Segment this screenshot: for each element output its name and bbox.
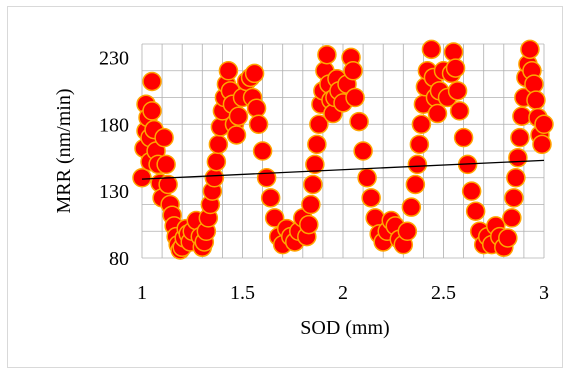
data-point xyxy=(156,154,176,175)
data-point xyxy=(502,208,522,228)
data-point xyxy=(244,63,265,84)
data-point xyxy=(228,106,249,126)
y-axis-title: MRR (nm/min) xyxy=(53,88,75,213)
data-point xyxy=(445,58,466,78)
trendline-layer xyxy=(141,159,545,180)
data-point xyxy=(246,98,267,118)
data-point xyxy=(405,174,426,195)
data-point xyxy=(526,90,546,110)
data-point xyxy=(218,61,239,81)
data-point xyxy=(508,147,528,168)
data-point xyxy=(453,127,474,148)
data-point xyxy=(512,106,532,126)
x-tick-labels: 1 1.5 2 2.5 3 xyxy=(137,282,549,304)
y-tick-label: 230 xyxy=(99,47,129,69)
data-point xyxy=(158,174,178,195)
data-point xyxy=(309,114,329,134)
data-point xyxy=(357,168,377,188)
data-point xyxy=(449,101,470,121)
data-point xyxy=(142,71,162,92)
data-point xyxy=(532,134,552,155)
data-point xyxy=(204,168,225,188)
data-point xyxy=(142,101,162,121)
data-point xyxy=(401,197,422,217)
data-point xyxy=(248,114,269,134)
data-point xyxy=(256,168,277,188)
data-point xyxy=(353,141,373,161)
y-tick-label: 130 xyxy=(99,181,129,203)
data-point xyxy=(421,39,442,60)
data-point xyxy=(260,188,281,208)
data-point xyxy=(343,61,363,81)
y-tick-label: 80 xyxy=(109,248,129,270)
data-point xyxy=(305,154,325,175)
chart-frame: 1 1.5 2 2.5 3 80 130 180 230 SOD (mm) MRR (nm/m… xyxy=(7,6,563,368)
y-tick-labels: 80 130 180 230 xyxy=(99,47,129,270)
data-point xyxy=(407,154,428,175)
data-point xyxy=(447,81,468,101)
data-point xyxy=(264,208,285,228)
data-point xyxy=(498,228,518,248)
data-point xyxy=(132,168,152,188)
scatter-chart: 1 1.5 2 2.5 3 80 130 180 230 SOD (mm) MRR (nm/m… xyxy=(53,39,554,339)
x-axis-title: SOD (mm) xyxy=(300,317,389,339)
y-tick-label: 180 xyxy=(99,114,129,136)
x-tick-label: 1 xyxy=(137,282,147,304)
data-point xyxy=(361,188,381,208)
data-point xyxy=(307,134,327,155)
data-point xyxy=(317,44,337,65)
data-point xyxy=(206,151,227,172)
x-tick-label: 2 xyxy=(338,282,348,304)
data-point xyxy=(504,188,524,208)
data-point xyxy=(443,42,464,62)
data-point xyxy=(303,174,323,195)
data-point xyxy=(299,214,319,235)
trendline xyxy=(141,159,545,180)
data-point xyxy=(409,134,430,155)
data-point xyxy=(154,127,174,148)
data-point xyxy=(520,39,540,60)
data-point xyxy=(510,127,530,148)
data-point xyxy=(524,74,544,94)
data-point xyxy=(465,201,486,221)
data-point xyxy=(349,111,369,132)
x-tick-label: 2.5 xyxy=(431,282,456,304)
data-point xyxy=(461,181,482,201)
data-point xyxy=(506,168,526,188)
data-point xyxy=(534,114,554,134)
data-point xyxy=(208,134,229,155)
x-tick-label: 3 xyxy=(539,282,549,304)
data-point xyxy=(397,221,418,241)
data-point xyxy=(252,141,273,161)
data-point xyxy=(427,103,448,124)
x-tick-label: 1.5 xyxy=(230,282,255,304)
data-points xyxy=(132,39,554,260)
data-point xyxy=(301,194,321,215)
data-point xyxy=(345,87,365,108)
data-point xyxy=(226,125,247,145)
data-point xyxy=(411,114,432,134)
